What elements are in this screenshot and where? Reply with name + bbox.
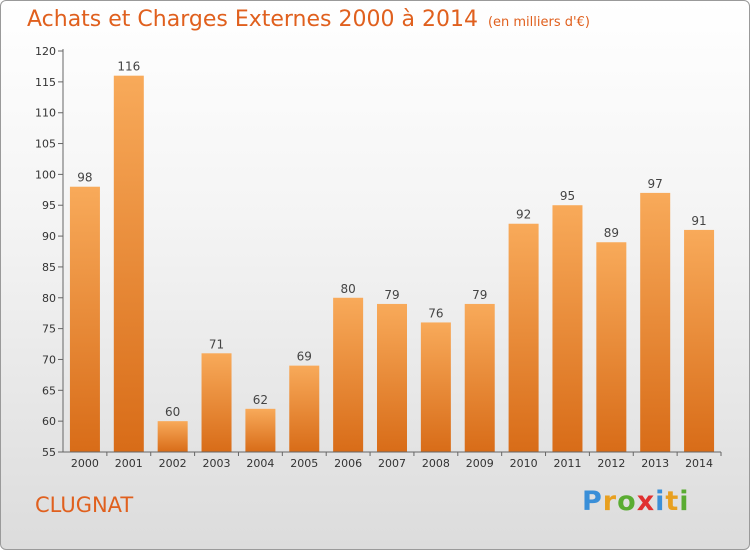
y-tick-label: 80	[42, 292, 56, 305]
data-label: 69	[297, 350, 312, 364]
x-tick-label: 2004	[246, 457, 274, 470]
y-tick-label: 115	[35, 76, 56, 89]
y-tick-label: 100	[35, 168, 56, 181]
data-label: 92	[516, 208, 531, 222]
logo-letter: P	[582, 486, 603, 517]
data-label: 91	[691, 214, 706, 228]
data-label: 76	[428, 306, 443, 320]
x-tick-label: 2013	[641, 457, 669, 470]
x-tick-label: 2012	[597, 457, 625, 470]
x-tick-label: 2014	[685, 457, 713, 470]
bar-2010	[508, 223, 539, 452]
logo-letter: i	[655, 486, 666, 517]
data-label: 97	[648, 177, 663, 191]
bar-2005	[289, 365, 320, 452]
y-tick-label: 120	[35, 45, 56, 58]
chart-unit: (en milliers d'€)	[487, 15, 590, 30]
bar-2014	[684, 229, 715, 452]
data-label: 89	[604, 226, 619, 240]
x-tick-label: 2001	[115, 457, 143, 470]
bar-2006	[333, 297, 364, 452]
x-tick-label: 2005	[290, 457, 318, 470]
y-tick-label: 85	[42, 261, 56, 274]
bar-2002	[157, 421, 188, 452]
y-tick-label: 90	[42, 230, 56, 243]
chart-title: Achats et Charges Externes 2000 à 2014 (e…	[27, 7, 590, 32]
logo-letter: t	[665, 486, 680, 517]
y-tick-label: 110	[35, 107, 56, 120]
x-tick-label: 2006	[334, 457, 362, 470]
logo-letter: x	[636, 486, 656, 517]
x-tick-label: 2003	[203, 457, 231, 470]
bar-2000	[69, 186, 100, 452]
y-tick-label: 75	[42, 323, 56, 336]
data-label: 62	[253, 393, 268, 407]
data-label: 79	[384, 288, 399, 302]
data-label: 60	[165, 405, 180, 419]
x-tick-label: 2008	[422, 457, 450, 470]
x-tick-label: 2009	[466, 457, 494, 470]
logo-letter: o	[617, 486, 637, 517]
data-label: 80	[340, 282, 355, 296]
data-label: 116	[117, 60, 140, 74]
bar-2001	[113, 75, 144, 452]
bar-2012	[596, 242, 627, 452]
commune-name: CLUGNAT	[35, 493, 134, 517]
x-tick-label: 2010	[510, 457, 538, 470]
bar-2004	[245, 408, 276, 452]
bar-2003	[201, 353, 232, 452]
bar-2011	[552, 205, 583, 452]
bar-2013	[640, 192, 671, 452]
data-label: 71	[209, 337, 224, 351]
logo-letter: i	[679, 486, 690, 517]
y-tick-label: 95	[42, 199, 56, 212]
data-label: 98	[77, 171, 92, 185]
data-label: 79	[472, 288, 487, 302]
y-tick-label: 65	[42, 384, 56, 397]
x-tick-label: 2007	[378, 457, 406, 470]
proxiti-logo[interactable]: Proxiti	[582, 486, 690, 517]
x-tick-label: 2002	[159, 457, 187, 470]
bar-2009	[464, 303, 495, 452]
x-tick-label: 2000	[71, 457, 99, 470]
y-tick-label: 105	[35, 138, 56, 151]
y-tick-label: 55	[42, 446, 56, 459]
data-label: 95	[560, 189, 575, 203]
y-tick-label: 60	[42, 415, 56, 428]
logo-letter: r	[602, 486, 618, 517]
chart-title-text: Achats et Charges Externes 2000 à 2014	[27, 7, 478, 32]
y-tick-label: 70	[42, 353, 56, 366]
x-tick-label: 2011	[553, 457, 581, 470]
bar-2008	[420, 322, 451, 452]
bar-2007	[377, 303, 407, 452]
